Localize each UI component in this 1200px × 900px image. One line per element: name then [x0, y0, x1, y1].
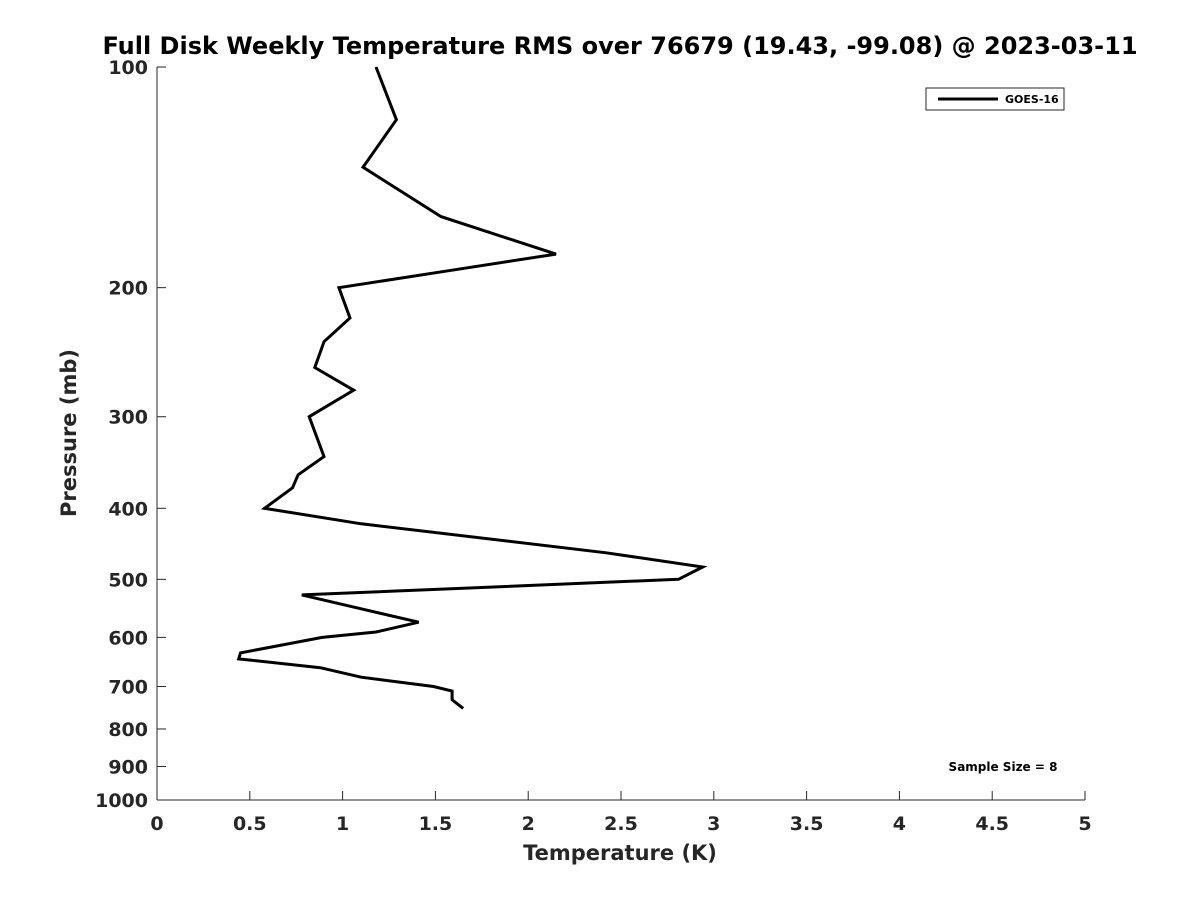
x-tick-label: 5: [1078, 813, 1091, 835]
x-tick-label: 0: [150, 813, 163, 835]
chart-title: Full Disk Weekly Temperature RMS over 76…: [102, 32, 1137, 60]
legend: GOES-16: [925, 87, 1065, 111]
y-tick-label: 1000: [95, 790, 148, 812]
x-tick-label: 3.5: [790, 813, 824, 835]
y-tick-label: 100: [108, 57, 148, 79]
x-tick-label: 0.5: [233, 813, 267, 835]
x-tick-label: 1: [336, 813, 349, 835]
y-axis-ticks: 100 200 300 400 500 600 700 800 900 1000: [95, 57, 166, 812]
y-tick-label: 900: [108, 756, 148, 778]
y-tick-label: 700: [108, 676, 148, 698]
x-tick-label: 3: [707, 813, 720, 835]
y-tick-label: 300: [108, 407, 148, 429]
x-axis-label: Temperature (K): [523, 841, 717, 865]
y-axis-label: Pressure (mb): [57, 349, 81, 517]
sample-size-annotation: Sample Size = 8: [949, 760, 1058, 774]
y-tick-label: 400: [108, 498, 148, 520]
x-axis-ticks: 0 0.5 1 1.5 2 2.5 3 3.5 4 4.5 5: [150, 791, 1092, 835]
y-tick-label: 800: [108, 719, 148, 741]
y-tick-label: 600: [108, 627, 148, 649]
x-tick-label: 4.5: [975, 813, 1009, 835]
axes: [156, 67, 1085, 801]
y-tick-label: 500: [108, 569, 148, 591]
series-line-goes-16: [236, 66, 708, 710]
legend-label: GOES-16: [1005, 93, 1059, 106]
series-layer: [236, 66, 708, 710]
x-tick-label: 2: [522, 813, 535, 835]
x-tick-label: 1.5: [419, 813, 453, 835]
x-tick-label: 4: [893, 813, 906, 835]
x-tick-label: 2.5: [604, 813, 638, 835]
y-tick-label: 200: [108, 278, 148, 300]
